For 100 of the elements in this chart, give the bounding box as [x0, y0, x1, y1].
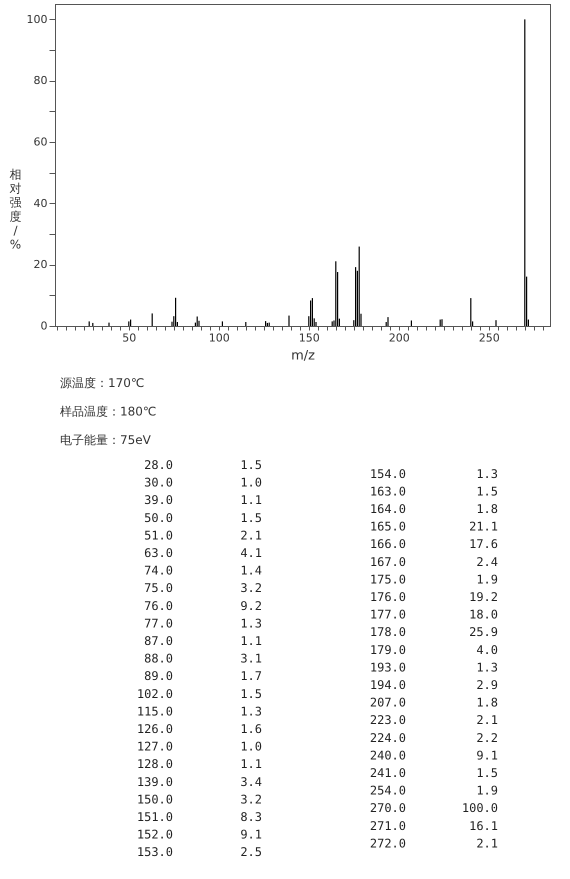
y-tick-label: 0	[40, 320, 48, 332]
category-label: 166.0	[370, 537, 406, 552]
data-label: 1.3	[240, 616, 262, 630]
data-label: 2.1	[476, 713, 498, 728]
category-label: 164.0	[370, 502, 406, 516]
x-tick-label: 150	[298, 332, 320, 344]
category-label: 163.0	[370, 484, 406, 498]
x-tick-label: 250	[478, 332, 500, 344]
category-label: 75.0	[144, 581, 173, 596]
category-label: 102.0	[136, 686, 173, 701]
data-label: 1.1	[240, 757, 262, 772]
data-label: 1.5	[476, 766, 498, 780]
data-label: 25.9	[469, 625, 498, 640]
category-label: 178.0	[370, 625, 406, 640]
category-label: 126.0	[136, 722, 173, 736]
category-label: 167.0	[370, 554, 406, 569]
category-label: 224.0	[370, 730, 406, 745]
data-label: 9.1	[240, 828, 262, 842]
category-label: 271.0	[370, 818, 406, 833]
category-label: 87.0	[144, 634, 173, 648]
data-label: 1.5	[240, 458, 262, 472]
category-label: 179.0	[370, 642, 406, 657]
data-label: 1.6	[240, 722, 262, 736]
data-label: 1.3	[476, 660, 498, 674]
category-label: 151.0	[136, 810, 173, 824]
data-label: 100.0	[462, 801, 498, 816]
category-label: 165.0	[370, 520, 406, 534]
data-label: 1.4	[240, 564, 262, 578]
category-label: 74.0	[144, 564, 173, 578]
data-label: 9.2	[240, 598, 262, 613]
category-label: 193.0	[370, 660, 406, 674]
data-label: 3.2	[240, 581, 262, 596]
data-label: 1.3	[476, 466, 498, 481]
data-label: 21.1	[469, 520, 498, 534]
category-label: 51.0	[144, 528, 173, 542]
category-label: 127.0	[136, 740, 173, 754]
y-tick-label: 80	[34, 74, 48, 88]
category-label: 207.0	[370, 696, 406, 710]
data-label: 2.1	[240, 528, 262, 542]
category-label: 240.0	[370, 748, 406, 762]
data-label: 1.1	[240, 634, 262, 648]
category-label: 194.0	[370, 678, 406, 692]
y-tick-label: 100	[26, 12, 48, 26]
category-label: 30.0	[144, 476, 173, 490]
data-label: 1.9	[476, 784, 498, 798]
y-tick-label: 20	[34, 258, 48, 272]
category-label: 153.0	[136, 845, 173, 860]
category-label: 128.0	[136, 757, 173, 772]
data-label: 3.4	[240, 774, 262, 789]
data-label: 18.0	[469, 608, 498, 622]
data-label: 19.2	[469, 590, 498, 604]
data-label: 2.4	[476, 554, 498, 569]
y-tick-label: 40	[34, 196, 48, 210]
data-label: 1.8	[476, 502, 498, 516]
category-label: 154.0	[370, 466, 406, 481]
category-label: 63.0	[144, 546, 173, 560]
category-label: 223.0	[370, 713, 406, 728]
data-label: 9.1	[476, 748, 498, 762]
category-label: 77.0	[144, 616, 173, 630]
text: 电子能量：75eV	[60, 433, 152, 447]
category-label: 150.0	[136, 792, 173, 806]
category-label: 241.0	[370, 766, 406, 780]
category-label: 254.0	[370, 784, 406, 798]
data-label: 1.3	[240, 704, 262, 718]
data-label: 2.2	[476, 730, 498, 745]
category-label: 272.0	[370, 836, 406, 850]
data-label: 4.0	[476, 642, 498, 657]
data-label: 1.5	[476, 484, 498, 498]
text: 源温度：170℃	[60, 376, 144, 390]
data-label: 1.9	[476, 572, 498, 586]
y-tick-label: 60	[34, 136, 48, 148]
x-tick-label: 100	[208, 332, 230, 344]
data-label: 1.0	[240, 476, 262, 490]
category-label: 76.0	[144, 598, 173, 613]
data-label: 8.3	[240, 810, 262, 824]
category-label: 88.0	[144, 652, 173, 666]
data-label: 1.7	[240, 669, 262, 684]
x-axis-title: m/z	[291, 348, 316, 364]
category-label: 115.0	[136, 704, 173, 718]
x-tick-label: 200	[388, 332, 410, 344]
category-label: 152.0	[136, 828, 173, 842]
data-label: 16.1	[469, 818, 498, 833]
x-tick-label: 50	[122, 332, 136, 344]
data-label: 3.1	[240, 652, 262, 666]
category-label: 270.0	[370, 801, 406, 816]
category-label: 139.0	[136, 774, 173, 789]
category-label: 39.0	[144, 493, 173, 508]
data-label: 17.6	[469, 537, 498, 552]
data-label: 1.5	[240, 686, 262, 701]
y-axis-title: 相对强度/%	[10, 168, 22, 252]
category-label: 28.0	[144, 458, 173, 472]
text: 样品温度：180℃	[60, 404, 156, 418]
data-label: 2.5	[240, 845, 262, 860]
data-label: 1.1	[240, 493, 262, 508]
category-label: 50.0	[144, 510, 173, 525]
data-label: 2.1	[476, 836, 498, 850]
data-label: 1.0	[240, 740, 262, 754]
data-label: 1.8	[476, 696, 498, 710]
category-label: 176.0	[370, 590, 406, 604]
data-label: 3.2	[240, 792, 262, 806]
